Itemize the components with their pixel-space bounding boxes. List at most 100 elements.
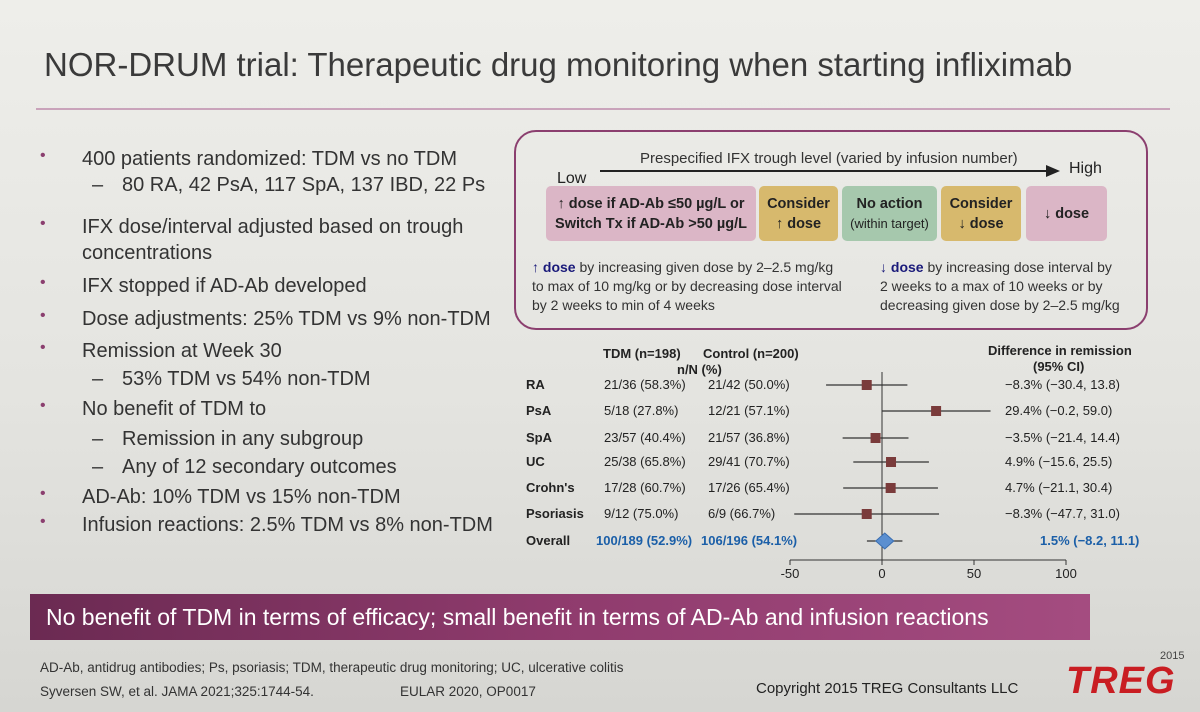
title-divider xyxy=(36,108,1170,110)
slide-title: NOR-DRUM trial: Therapeutic drug monitor… xyxy=(44,46,1073,83)
decrease-dose-label: ↓ dose xyxy=(880,259,924,275)
x-tick-label: 100 xyxy=(1055,566,1077,581)
forest-row-label: Psoriasis xyxy=(526,506,584,521)
overall-diamond xyxy=(875,532,895,550)
forest-diff-value: −8.3% (−47.7, 31.0) xyxy=(1005,506,1120,521)
dash-icon: – xyxy=(92,456,104,478)
x-tick-label: 0 xyxy=(878,566,885,581)
forest-tdm-value: 100/189 (52.9%) xyxy=(596,533,693,548)
dash-icon: – xyxy=(92,368,104,390)
forest-diff-value: 1.5% (−8.2, 11.1) xyxy=(1040,533,1140,548)
zone-line1: No action xyxy=(856,195,923,212)
low-label: Low xyxy=(557,170,587,187)
bullet-dot-icon: • xyxy=(40,397,46,414)
forest-row-label: RA xyxy=(526,377,545,392)
forest-control-value: 106/196 (54.1%) xyxy=(701,533,798,548)
col-header-control: Control (n=200) xyxy=(703,346,799,361)
conclusion-text: No benefit of TDM in terms of efficacy; … xyxy=(46,603,989,630)
forest-control-value: 21/57 (36.8%) xyxy=(708,430,790,445)
footnote-congress: EULAR 2020, OP0017 xyxy=(400,684,536,699)
forest-row-label: Overall xyxy=(526,533,571,548)
forest-control-value: 21/42 (50.0%) xyxy=(708,377,790,392)
x-tick-label: 50 xyxy=(967,566,981,581)
bullet-text: 80 RA, 42 PsA, 117 SpA, 137 IBD, 22 Ps xyxy=(122,174,486,196)
increase-dose-text-2: to max of 10 mg/kg or by decreasing dose… xyxy=(532,278,842,294)
bullet-dot-icon: • xyxy=(40,307,46,324)
trough-level-box xyxy=(514,130,1148,330)
forest-diff-value: −8.3% (−30.4, 13.8) xyxy=(1005,377,1120,392)
zone-line1: ↑ dose if AD-Ab ≤50 µg/L or xyxy=(557,195,745,212)
forest-row-label: PsA xyxy=(526,403,552,418)
point-estimate xyxy=(886,457,897,467)
footnote-abbreviations: AD-Ab, antidrug antibodies; Ps, psoriasi… xyxy=(40,660,624,675)
forest-tdm-value: 9/12 (75.0%) xyxy=(604,506,679,521)
forest-control-value: 12/21 (57.1%) xyxy=(708,403,790,418)
zone-increase-or-switch: ↑ dose if AD-Ab ≤50 µg/L or Switch Tx if… xyxy=(546,186,756,241)
col-header-nn: n/N (%) xyxy=(677,362,722,377)
bullet-text: Any of 12 secondary outcomes xyxy=(122,456,397,478)
forest-diff-value: 4.9% (−15.6, 25.5) xyxy=(1005,454,1113,469)
forest-tdm-value: 23/57 (40.4%) xyxy=(604,430,686,445)
dash-icon: – xyxy=(92,174,104,196)
bullet-dot-icon: • xyxy=(40,147,46,164)
zone-consider-increase: Consider ↑ dose xyxy=(759,186,838,241)
bullet-text: AD-Ab: 10% TDM vs 15% non-TDM xyxy=(82,486,401,508)
forest-tdm-value: 5/18 (27.8%) xyxy=(604,403,679,418)
bullet-text: IFX dose/interval adjusted based on trou… xyxy=(82,216,464,238)
decrease-dose-text-1: by increasing dose interval by xyxy=(923,259,1112,275)
zone-line2: ↓ dose xyxy=(958,215,1004,232)
forest-tdm-value: 25/38 (65.8%) xyxy=(604,454,686,469)
bullet-text: concentrations xyxy=(82,242,213,264)
forest-control-value: 17/26 (65.4%) xyxy=(708,480,790,495)
increase-dose-label: ↑ dose xyxy=(532,259,576,275)
zone-no-action: No action (within target) xyxy=(842,186,937,241)
zone-consider-decrease: Consider ↓ dose xyxy=(941,186,1021,241)
zone-line1: ↓ dose xyxy=(1043,205,1090,222)
arrow-head-icon xyxy=(1046,165,1060,177)
point-estimate xyxy=(861,380,872,390)
bullet-text: Dose adjustments: 25% TDM vs 9% non-TDM xyxy=(82,308,491,330)
forest-diff-value: 4.7% (−21.1, 30.4) xyxy=(1005,480,1113,495)
bullet-dot-icon: • xyxy=(40,215,46,232)
conclusion-banner: No benefit of TDM in terms of efficacy; … xyxy=(30,594,1090,640)
zone-line2: (within target) xyxy=(850,215,929,231)
trough-arrow-label: Prespecified IFX trough level (varied by… xyxy=(640,150,1018,167)
col-header-ci: (95% CI) xyxy=(1033,359,1085,374)
dash-icon: – xyxy=(92,428,104,450)
bullet-text: Infusion reactions: 2.5% TDM vs 8% non-T… xyxy=(82,514,493,536)
zone-line1: Consider xyxy=(949,195,1013,212)
bullet-text: Remission in any subgroup xyxy=(122,428,364,450)
decrease-dose-text-3: decreasing given dose by 2–2.5 mg/kg xyxy=(880,297,1120,313)
footnote-citation: Syversen SW, et al. JAMA 2021;325:1744-5… xyxy=(40,684,314,699)
point-estimate xyxy=(885,483,896,493)
point-estimate xyxy=(870,433,881,443)
forest-tdm-value: 21/36 (58.3%) xyxy=(604,377,686,392)
forest-diff-value: −3.5% (−21.4, 14.4) xyxy=(1005,430,1120,445)
trough-arrow-line xyxy=(600,170,1050,172)
bullet-dot-icon: • xyxy=(40,274,46,291)
point-estimate xyxy=(861,509,872,519)
zone-line2: Switch Tx if AD-Ab >50 µg/L xyxy=(555,215,747,232)
forest-row-label: SpA xyxy=(526,430,552,445)
point-estimate xyxy=(931,406,942,416)
zone-line1: Consider xyxy=(767,195,830,212)
logo-year: 2015 xyxy=(1160,650,1185,662)
bullet-dot-icon: • xyxy=(40,513,46,530)
forest-control-value: 6/9 (66.7%) xyxy=(708,506,776,521)
forest-control-value: 29/41 (70.7%) xyxy=(708,454,790,469)
zone-line2: ↑ dose xyxy=(775,215,822,232)
decrease-dose-text-2: 2 weeks to a max of 10 weeks or by xyxy=(880,278,1103,294)
col-header-tdm: TDM (n=198) xyxy=(603,346,681,361)
zone-decrease: ↓ dose xyxy=(1026,186,1107,241)
decrease-dose-explanation: ↓ dose by increasing dose interval by 2 … xyxy=(880,258,1120,315)
copyright-text: Copyright 2015 TREG Consultants LLC xyxy=(756,680,1019,697)
increase-dose-text-3: by 2 weeks to min of 4 weeks xyxy=(532,297,715,313)
forest-row-label: UC xyxy=(526,454,545,469)
forest-row-label: Crohn's xyxy=(526,480,575,495)
increase-dose-text-1: by increasing given dose by 2–2.5 mg/kg xyxy=(575,259,834,275)
col-header-diff: Difference in remission xyxy=(988,343,1132,358)
bullet-text: 53% TDM vs 54% non-TDM xyxy=(122,368,371,390)
forest-tdm-value: 17/28 (60.7%) xyxy=(604,480,686,495)
